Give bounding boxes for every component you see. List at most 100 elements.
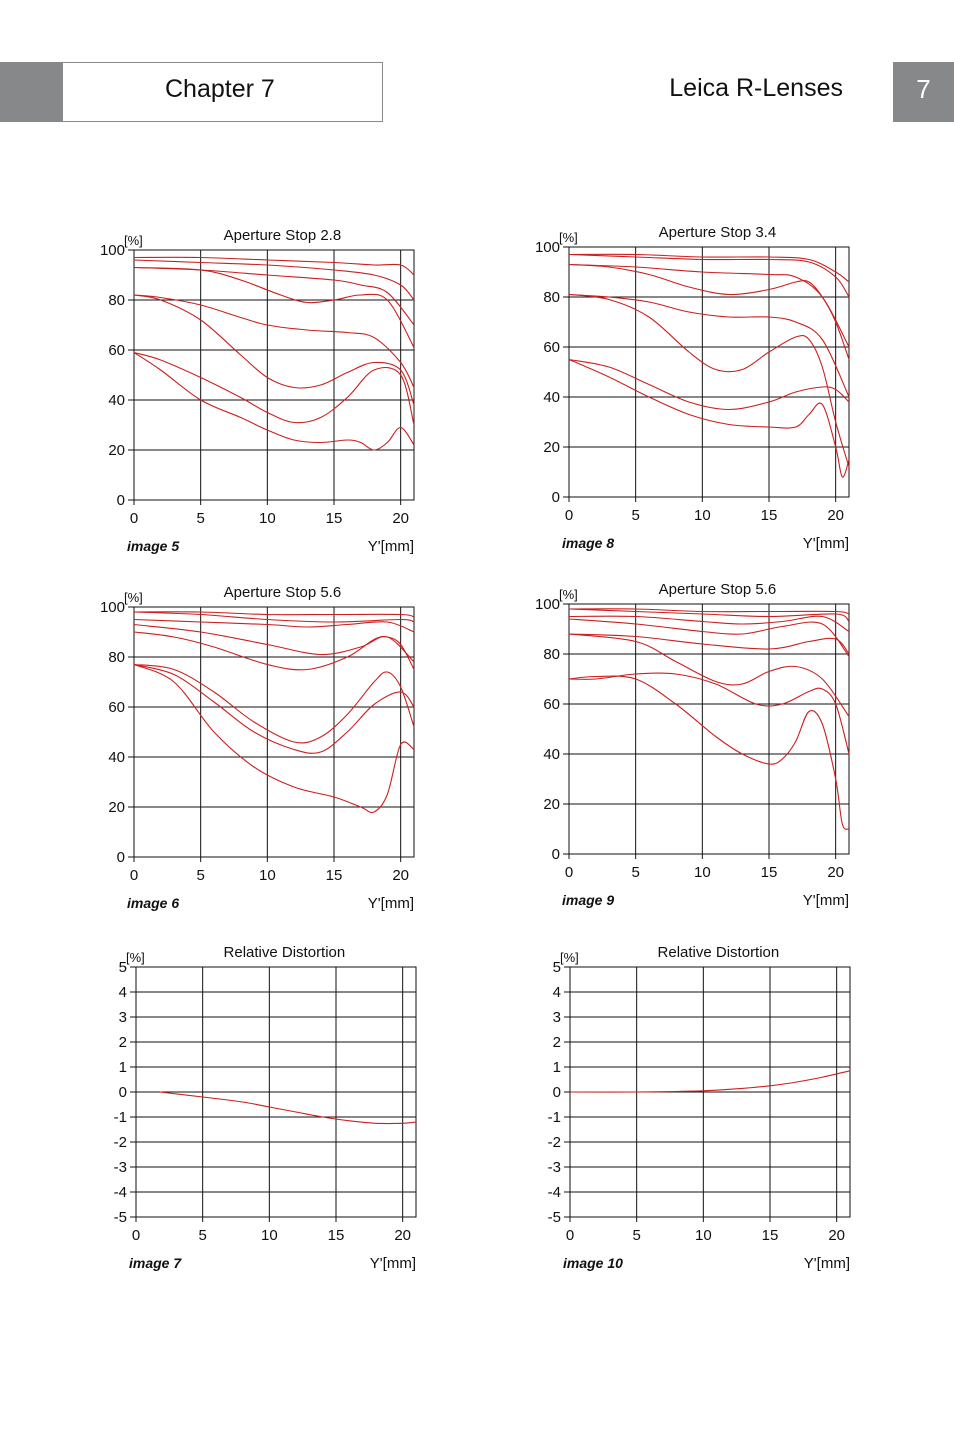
header-left-block	[0, 62, 62, 122]
y-tick-label: 60	[108, 342, 125, 359]
series-line-1	[133, 256, 415, 276]
y-tick-label: 0	[119, 1084, 127, 1101]
x-tick-label: 10	[695, 1227, 712, 1244]
x-tick-label: 0	[565, 864, 573, 881]
y-tick-label: 0	[553, 1084, 561, 1101]
series-line-4	[133, 266, 415, 326]
y-tick-label: 0	[117, 849, 125, 866]
x-tick-label: 15	[326, 510, 343, 527]
series-line-1	[569, 1070, 851, 1093]
y-tick-label: -5	[548, 1209, 561, 1226]
y-tick-label: 20	[108, 442, 125, 459]
series-line-7	[133, 351, 415, 426]
x-tick-label: 15	[326, 867, 343, 884]
y-tick-label: 0	[117, 492, 125, 509]
image-caption: image 7	[129, 1255, 182, 1271]
plot-frame	[568, 603, 850, 855]
header-page-block: 7	[893, 62, 954, 122]
y-tick-label: 40	[543, 746, 560, 763]
y-tick-label: -2	[114, 1134, 127, 1151]
x-tick-label: 15	[761, 864, 778, 881]
x-tick-label: 5	[632, 1227, 640, 1244]
y-tick-label: 3	[553, 1009, 561, 1026]
y-tick-label: 60	[108, 699, 125, 716]
page-number: 7	[916, 74, 931, 104]
x-tick-label: 10	[259, 510, 276, 527]
plot-frame	[568, 246, 850, 498]
x-tick-label: 20	[394, 1227, 411, 1244]
x-tick-label: 20	[828, 1227, 845, 1244]
series-line-6	[568, 633, 850, 717]
y-tick-label: 20	[543, 796, 560, 813]
y-tick-label: 80	[543, 646, 560, 663]
chart-title: Aperture Stop 3.4	[659, 224, 777, 241]
y-tick-label: -5	[114, 1209, 127, 1226]
x-axis-label: Y'[mm]	[804, 1255, 850, 1272]
series-line-3	[568, 263, 850, 348]
series-line-4	[133, 623, 415, 663]
x-tick-label: 20	[827, 507, 844, 524]
series-line-8	[568, 358, 850, 478]
x-axis-label: Y'[mm]	[803, 892, 849, 909]
series-line-8	[133, 352, 415, 451]
image-caption: image 8	[562, 535, 614, 551]
x-axis-label: Y'[mm]	[368, 538, 414, 555]
y-tick-label: 80	[543, 289, 560, 306]
y-tick-label: 100	[100, 242, 125, 259]
x-tick-label: 10	[694, 864, 711, 881]
series-line-1	[133, 611, 415, 618]
x-tick-label: 15	[761, 507, 778, 524]
chart-image6: 0 5 10 15 20 0 20 40 60 80 100[%] Aperture Stop 5.6…	[100, 584, 415, 912]
series-line-5	[568, 633, 850, 655]
y-axis-label: [%]	[559, 230, 578, 245]
chart-image8: 0 5 10 15 20 0 20 40 60 80 100[%] Aperture Stop 3.4…	[535, 224, 850, 552]
y-axis-label: [%]	[560, 950, 579, 965]
x-tick-label: 5	[196, 510, 204, 527]
image-caption: image 5	[127, 538, 179, 554]
series-line-5	[133, 631, 415, 671]
chapter-box: Chapter 7	[62, 62, 383, 122]
y-tick-label: 80	[108, 292, 125, 309]
image-caption: image 9	[562, 892, 614, 908]
series-line-3	[568, 615, 850, 632]
series-line-5	[133, 294, 415, 388]
series-line-7	[568, 358, 850, 411]
series-line-4	[568, 263, 850, 360]
plot-frame	[133, 606, 415, 858]
x-tick-label: 0	[130, 867, 138, 884]
image-caption: image 6	[127, 895, 179, 911]
y-tick-label: 60	[543, 339, 560, 356]
y-axis-label: [%]	[126, 950, 145, 965]
chapter-title: Chapter 7	[165, 75, 275, 103]
y-tick-label: -4	[114, 1184, 127, 1201]
y-tick-label: 5	[119, 959, 127, 976]
x-tick-label: 0	[565, 507, 573, 524]
series-line-1	[568, 608, 850, 615]
chart-title: Aperture Stop 5.6	[659, 581, 777, 598]
x-tick-label: 15	[328, 1227, 345, 1244]
x-tick-label: 0	[130, 510, 138, 527]
y-tick-label: 100	[535, 239, 560, 256]
chart-title: Relative Distortion	[224, 944, 346, 961]
chart-title: Relative Distortion	[658, 944, 780, 961]
x-tick-label: 5	[198, 1227, 206, 1244]
x-tick-label: 20	[392, 510, 409, 527]
chart-image5: 0 5 10 15 20 0 20 40 60 80 100[%] Aperture Stop 2.8…	[100, 227, 415, 555]
y-tick-label: 100	[535, 596, 560, 613]
series-line-1	[159, 1091, 417, 1125]
y-tick-label: 4	[119, 984, 127, 1001]
series-line-2	[568, 253, 850, 298]
y-tick-label: 60	[543, 696, 560, 713]
y-tick-label: 3	[119, 1009, 127, 1026]
series-line-3	[133, 266, 415, 348]
chart-image9: 0 5 10 15 20 0 20 40 60 80 100[%] Aperture Stop 5.6…	[535, 581, 850, 909]
y-tick-label: 80	[108, 649, 125, 666]
series-line-3	[133, 618, 415, 633]
x-axis-label: Y'[mm]	[368, 895, 414, 912]
y-tick-label: -1	[114, 1109, 127, 1126]
series-line-6	[133, 663, 415, 744]
series-line-7	[133, 663, 415, 754]
y-tick-label: 20	[543, 439, 560, 456]
